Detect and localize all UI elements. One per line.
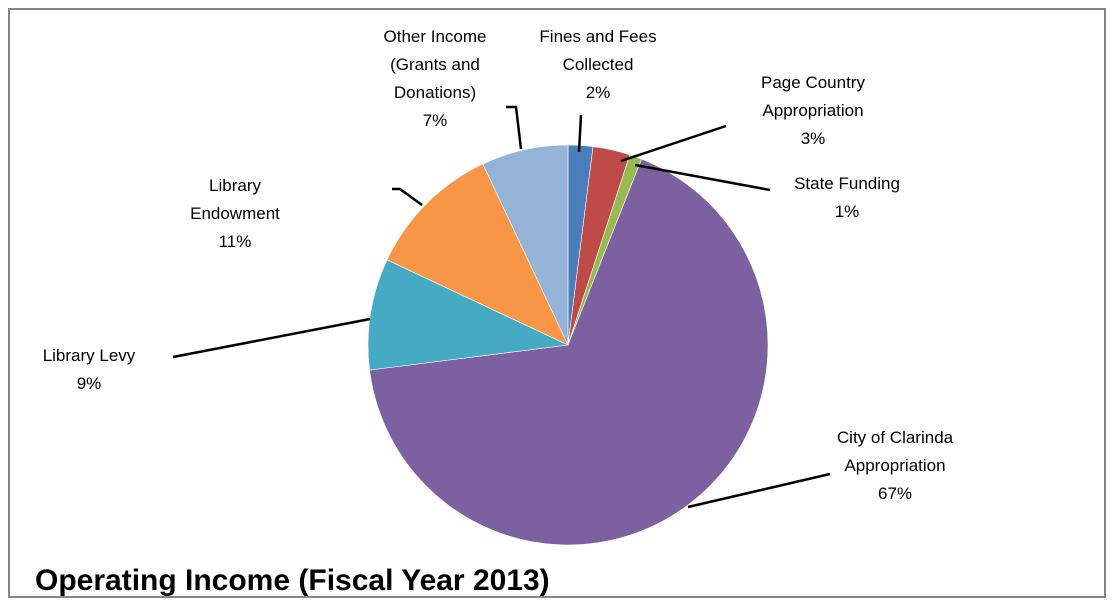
label-page-country-appropriation: Page Country Appropriation 3% (761, 73, 865, 148)
pie-slice-city-of-clarinda-appropriation (369, 158, 769, 546)
leader-line-city-of-clarinda-appropriation (687, 472, 831, 509)
leader-lines (172, 105, 831, 509)
pie-slice-other-income-grants-and-donations (482, 144, 569, 346)
label-fines-and-fees: Fines and Fees Collected 2% (539, 27, 657, 102)
label-library-levy: Library Levy 9% (42, 346, 136, 393)
leader-line-fines-and-fees-collected (577, 114, 583, 153)
chart-title: Operating Income (Fiscal Year 2013) (35, 564, 550, 597)
leader-line-state-funding (634, 163, 771, 192)
pie-slices (367, 144, 769, 546)
label-city-of-clarinda-appropriation: City of Clarinda Appropriation 67% (836, 428, 954, 503)
leader-line-other-income-grants-and-donations (506, 105, 523, 150)
label-other-income: Other Income (Grants and Donations) 7% (383, 27, 487, 130)
pie-chart (172, 105, 831, 546)
leader-line-library-levy (172, 317, 371, 359)
label-library-endowment: Library Endowment 11% (190, 176, 280, 251)
leader-line-library-endowment (392, 187, 423, 207)
pie-slice-library-endowment (386, 163, 569, 346)
label-state-funding: State Funding 1% (794, 174, 900, 221)
leader-line-page-country-appropriation (620, 124, 727, 163)
pie-slice-library-levy (367, 259, 570, 371)
chart-frame: Fines and Fees Collected 2% Page Country… (8, 8, 1106, 598)
